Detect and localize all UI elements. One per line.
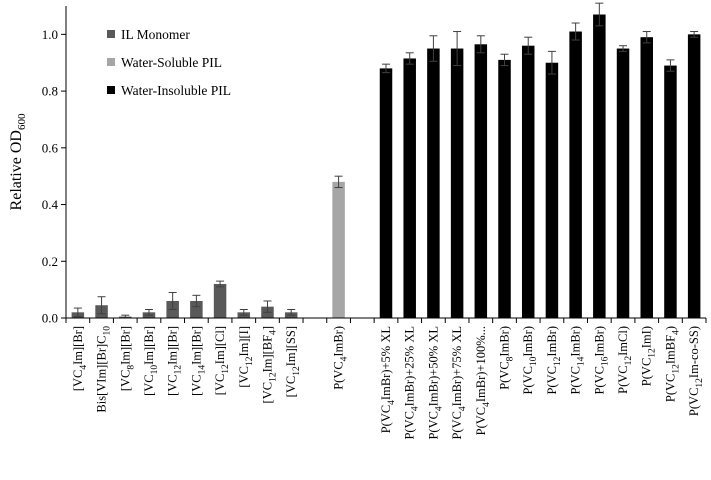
x-category-label: P(VC14ImBr) (569, 326, 587, 395)
bar (593, 14, 606, 318)
error-bars (73, 2, 699, 319)
y-tick-label: 0.4 (42, 197, 59, 212)
y-tick-label: 1.0 (42, 27, 58, 42)
error-bar (476, 35, 485, 54)
bar (640, 37, 653, 318)
error-bar (192, 294, 201, 308)
legend-item: Water-Insoluble PIL (107, 83, 231, 98)
bar (427, 48, 440, 318)
error-bar (571, 22, 580, 41)
y-tick-label: 0.6 (42, 140, 59, 155)
x-category-label: P(VC12ImCl) (616, 326, 634, 394)
bar (616, 48, 630, 318)
x-category-label: P(VC12Im-co-SS) (687, 326, 705, 416)
y-tick-label: 0.8 (42, 84, 58, 99)
error-bar (595, 2, 604, 27)
error-bar (524, 36, 533, 55)
error-bar (453, 31, 462, 67)
y-axis-title: Relative OD600 (8, 113, 28, 210)
bar (569, 31, 582, 318)
bar (545, 62, 559, 319)
x-category-label: P(VC4ImBr) (332, 326, 350, 390)
error-bar (405, 52, 414, 65)
error-bar (619, 45, 628, 52)
error-bar (216, 280, 225, 288)
x-category-label: P(VC10ImBr) (521, 326, 539, 395)
legend-swatch (107, 58, 115, 66)
error-bar (144, 308, 153, 316)
bar (521, 45, 535, 318)
y-tick-label: 0.0 (42, 311, 58, 326)
bar (213, 283, 227, 318)
legend-swatch (107, 30, 115, 38)
bars (71, 14, 701, 319)
error-bar (97, 296, 106, 315)
x-category-label: [VC14Im][Br] (189, 326, 207, 396)
bar (403, 58, 416, 319)
x-category-label: [VC12Im][SS] (284, 326, 302, 397)
bar (379, 68, 393, 319)
error-bar (239, 308, 248, 316)
x-category-label: P(VC4ImBr)+100%... (474, 326, 492, 435)
x-category-label: P(VC12ImBF4) (663, 326, 681, 402)
error-bar (666, 59, 675, 72)
y-tick-label: 0.2 (42, 254, 58, 269)
x-category-label: P(VC4ImBr)+5% XL (379, 326, 397, 433)
legend-item: IL Monomer (107, 27, 190, 42)
x-category-label: P(VC4ImBr)+75% XL (450, 326, 468, 440)
error-bar (382, 63, 390, 74)
error-bar (168, 291, 177, 310)
error-bar (500, 53, 509, 67)
x-axis-category-labels: [VC4Im][Br] Bis[VIm][Br]C10 [VC8Im][Br] [VC… (71, 326, 705, 440)
error-bar (287, 308, 296, 316)
x-category-label: P(VC12ImI) (640, 326, 658, 386)
x-category-label: Bis[VIm][Br]C10 (95, 326, 113, 413)
bar (687, 34, 701, 318)
y-axis-label: Relative OD600 (8, 113, 28, 210)
x-category-label: P(VC16ImBr) (592, 326, 610, 395)
x-category-label: [VC12Im][I] (237, 326, 255, 388)
x-category-label: P(VC4ImBr)+50% XL (426, 326, 444, 440)
error-bar (690, 31, 699, 38)
bar (332, 181, 345, 318)
bar (498, 59, 511, 319)
bar (664, 65, 677, 319)
bar (190, 300, 203, 318)
x-category-label: P(VC4ImBr)+25% XL (403, 326, 421, 440)
x-category-label: [VC12Im][Cl] (213, 326, 231, 395)
error-bar (429, 35, 438, 62)
x-category-label: [VC12Im][BF4] (260, 326, 278, 403)
x-category-label: P(VC12ImBr) (545, 326, 563, 395)
legend-item: Water-Soluble PIL (107, 55, 222, 70)
x-category-label: [VC4Im][Br] (71, 326, 89, 391)
error-bar (263, 300, 272, 313)
bar (450, 48, 464, 318)
legend: IL Monomer Water-Soluble PIL Water-Insolub… (107, 27, 231, 98)
error-bar (642, 31, 651, 44)
legend-label: IL Monomer (121, 27, 190, 42)
legend-label: Water-Insoluble PIL (121, 83, 231, 98)
bar (474, 44, 488, 319)
axes (65, 6, 707, 323)
y-axis-ticks: 0.0 0.2 0.4 0.6 0.8 1.0 (42, 27, 66, 326)
x-category-label: [VC12Im][Br] (166, 326, 184, 396)
x-category-label: [VC8Im][Br] (118, 326, 136, 391)
legend-swatch (107, 86, 115, 94)
x-category-label: [VC10Im][Br] (142, 326, 160, 396)
legend-label: Water-Soluble PIL (121, 55, 222, 70)
x-category-label: P(VC8ImBr) (498, 326, 516, 390)
error-bar (547, 50, 556, 75)
error-bar (334, 175, 343, 189)
error-bar (73, 307, 82, 318)
